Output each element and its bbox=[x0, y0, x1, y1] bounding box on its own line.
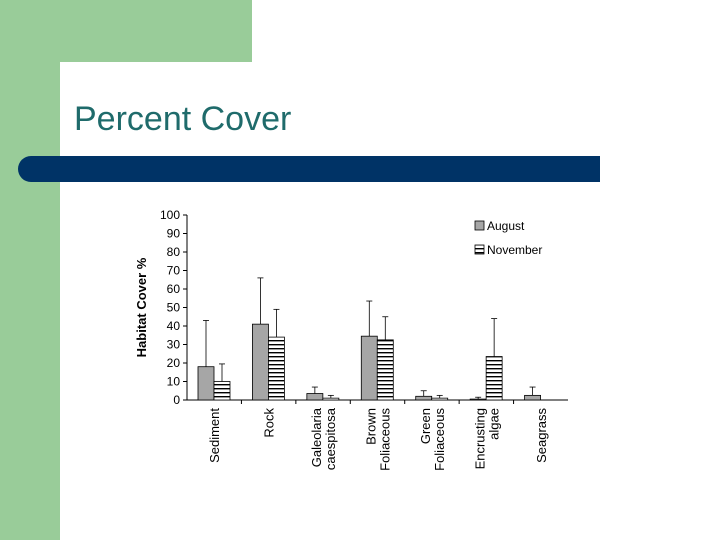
x-tick-label: Brown bbox=[364, 408, 379, 445]
bar-november bbox=[213, 381, 231, 401]
bar-august bbox=[306, 393, 324, 401]
legend-swatch-august bbox=[474, 220, 485, 231]
x-tick-label: Green bbox=[418, 408, 433, 444]
legend-label-november: November bbox=[487, 243, 542, 257]
bar-august bbox=[524, 394, 541, 401]
x-tick-label: Seagrass bbox=[534, 408, 549, 463]
y-axis-label: Habitat Cover % bbox=[134, 257, 149, 357]
y-tick-label: 60 bbox=[167, 282, 181, 296]
bar-august bbox=[197, 366, 215, 401]
bar-november bbox=[268, 336, 285, 401]
bar-november bbox=[376, 339, 394, 401]
left-green-band bbox=[0, 0, 60, 540]
y-tick-label: 50 bbox=[167, 301, 181, 315]
legend-label-august: August bbox=[487, 219, 525, 233]
x-tick-label: Foliaceous bbox=[378, 408, 393, 471]
habitat-cover-chart: 0 10 20 30 40 50 60 70 80 90 100 Habitat Cover % Sed… bbox=[134, 208, 568, 471]
bar-august bbox=[415, 395, 433, 401]
y-tick-label: 20 bbox=[167, 356, 181, 370]
x-tick-label: caespitosa bbox=[323, 407, 338, 470]
y-tick-label: 0 bbox=[173, 393, 180, 407]
y-tick-label: 10 bbox=[167, 375, 181, 389]
bar-november bbox=[322, 397, 340, 401]
bar-august bbox=[252, 323, 269, 401]
y-tick-label: 30 bbox=[167, 338, 181, 352]
slide-title: Percent Cover bbox=[74, 100, 292, 138]
x-tick-label: Sediment bbox=[207, 408, 222, 463]
x-tick-label: Encrusting bbox=[472, 408, 487, 469]
y-tick-label: 40 bbox=[167, 319, 181, 333]
bar-august bbox=[469, 398, 487, 401]
bar-november bbox=[431, 397, 449, 401]
bar-august bbox=[360, 335, 378, 401]
y-tick-label: 100 bbox=[160, 208, 180, 222]
x-tick-label: algae bbox=[486, 408, 501, 440]
legend-swatch-november bbox=[474, 244, 485, 255]
y-tick-label: 70 bbox=[167, 264, 181, 278]
content-panel bbox=[60, 62, 720, 540]
x-tick-label: Rock bbox=[262, 408, 277, 438]
title-underline-bar bbox=[18, 156, 600, 182]
y-tick-label: 90 bbox=[167, 227, 181, 241]
x-tick-label: Galeolaria bbox=[309, 407, 324, 467]
bar-november bbox=[485, 356, 503, 401]
y-tick-label: 80 bbox=[167, 245, 181, 259]
top-green-band bbox=[0, 0, 252, 62]
x-tick-label: Foliaceous bbox=[432, 408, 447, 471]
